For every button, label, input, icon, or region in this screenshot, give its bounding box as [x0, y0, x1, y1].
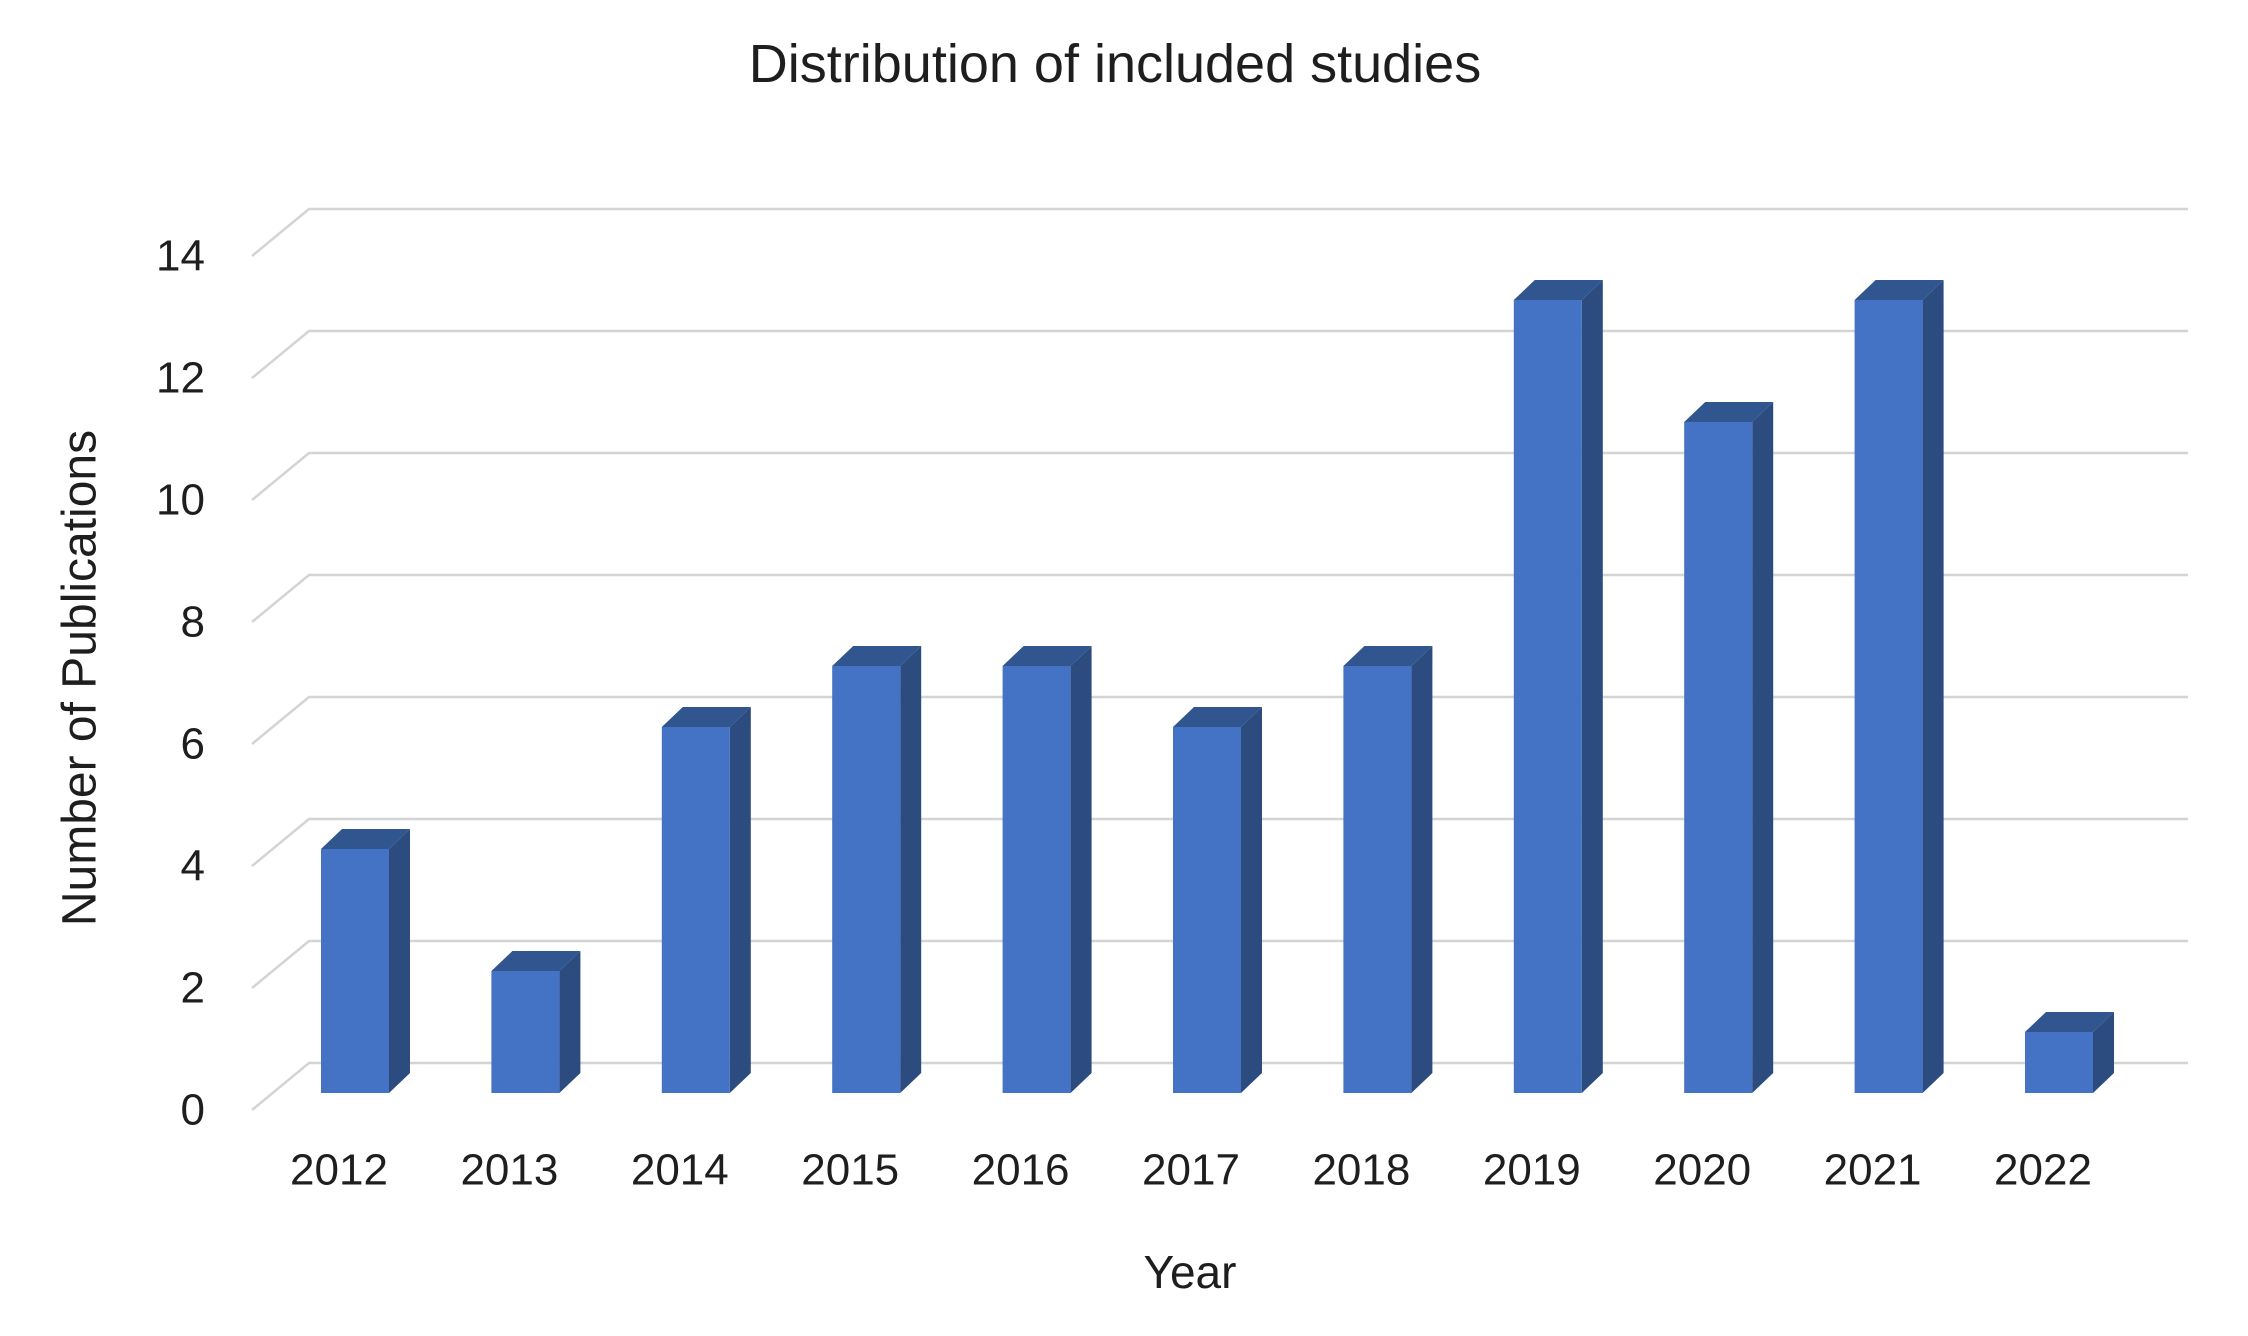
bar-2014 [661, 707, 751, 1093]
x-axis-title: Year [1144, 1246, 1237, 1298]
x-tick-label: 2018 [1312, 1146, 1410, 1195]
bar-side-face [729, 707, 751, 1093]
x-tick-label: 2015 [801, 1146, 899, 1195]
bar-top-face [491, 951, 581, 971]
y-axis-title: Number of Publications [54, 430, 107, 926]
bar-top-face [2025, 1012, 2114, 1032]
bar-top-face [1173, 707, 1262, 727]
bar-top-face [1684, 402, 1774, 422]
y-tick-label: 12 [156, 354, 205, 403]
bar-2018 [1343, 646, 1433, 1093]
x-tick-label: 2020 [1653, 1146, 1751, 1195]
bar-front-face [1684, 422, 1753, 1093]
bar-2021 [1854, 280, 1944, 1093]
y-tick-label: 14 [156, 232, 205, 281]
bar-2015 [832, 646, 922, 1093]
bar-top-face [661, 707, 751, 727]
bar-top-face [321, 829, 410, 849]
chart-title: Distribution of included studies [749, 34, 1481, 94]
bar-side-face [1070, 646, 1092, 1093]
bar-front-face [1513, 300, 1582, 1093]
bar-side-face [1411, 646, 1433, 1093]
x-tick-label: 2016 [972, 1146, 1070, 1195]
bar-side-face [900, 646, 922, 1093]
bar-side-face [389, 829, 410, 1093]
bar-front-face [832, 666, 901, 1093]
y-tick-label: 4 [181, 842, 205, 891]
bar-2020 [1684, 402, 1774, 1093]
bar-top-face [1854, 280, 1944, 300]
x-tick-labels: 2012 2013 2014 2015 2016 2017 2018 2019 2020 2021… [290, 1146, 2092, 1195]
bar-top-face [832, 646, 922, 666]
x-tick-label: 2012 [290, 1146, 388, 1195]
bar-side-face [559, 951, 581, 1093]
bar-2016 [1002, 646, 1092, 1093]
bar-2013 [491, 951, 581, 1093]
x-tick-label: 2019 [1483, 1146, 1581, 1195]
x-tick-label: 2022 [1994, 1146, 2092, 1195]
bar-front-face [2025, 1032, 2093, 1093]
bar-front-face [661, 727, 730, 1093]
y-tick-label: 2 [181, 964, 205, 1013]
bar-side-face [1752, 402, 1774, 1093]
gridlines-group [251, 207, 2188, 1111]
gridline [251, 207, 2188, 257]
y-tick-label: 0 [181, 1086, 205, 1135]
bar-front-face [321, 849, 389, 1093]
x-tick-label: 2021 [1824, 1146, 1922, 1195]
y-tick-labels: 0 2 4 6 8 10 12 14 [156, 232, 205, 1135]
x-tick-label: 2014 [631, 1146, 729, 1195]
bar-front-face [1343, 666, 1412, 1093]
bar-front-face [1854, 300, 1923, 1093]
bar-side-face [1922, 280, 1944, 1093]
bar-side-face [2093, 1012, 2114, 1093]
x-tick-label: 2017 [1142, 1146, 1240, 1195]
x-tick-label: 2013 [460, 1146, 558, 1195]
bar-front-face [1002, 666, 1071, 1093]
bar-top-face [1513, 280, 1603, 300]
y-tick-label: 6 [181, 720, 205, 769]
bar-2019 [1513, 280, 1603, 1093]
y-tick-label: 8 [181, 598, 205, 647]
bar-2017 [1173, 707, 1262, 1093]
bar-side-face [1241, 707, 1262, 1093]
bar-front-face [491, 971, 560, 1093]
bar-top-face [1002, 646, 1092, 666]
y-tick-label: 10 [156, 476, 205, 525]
bars-group [321, 280, 2114, 1093]
bar-2012 [321, 829, 410, 1093]
bar-2022 [2025, 1012, 2114, 1093]
bar-front-face [1173, 727, 1241, 1093]
bar-top-face [1343, 646, 1433, 666]
bar-side-face [1581, 280, 1603, 1093]
